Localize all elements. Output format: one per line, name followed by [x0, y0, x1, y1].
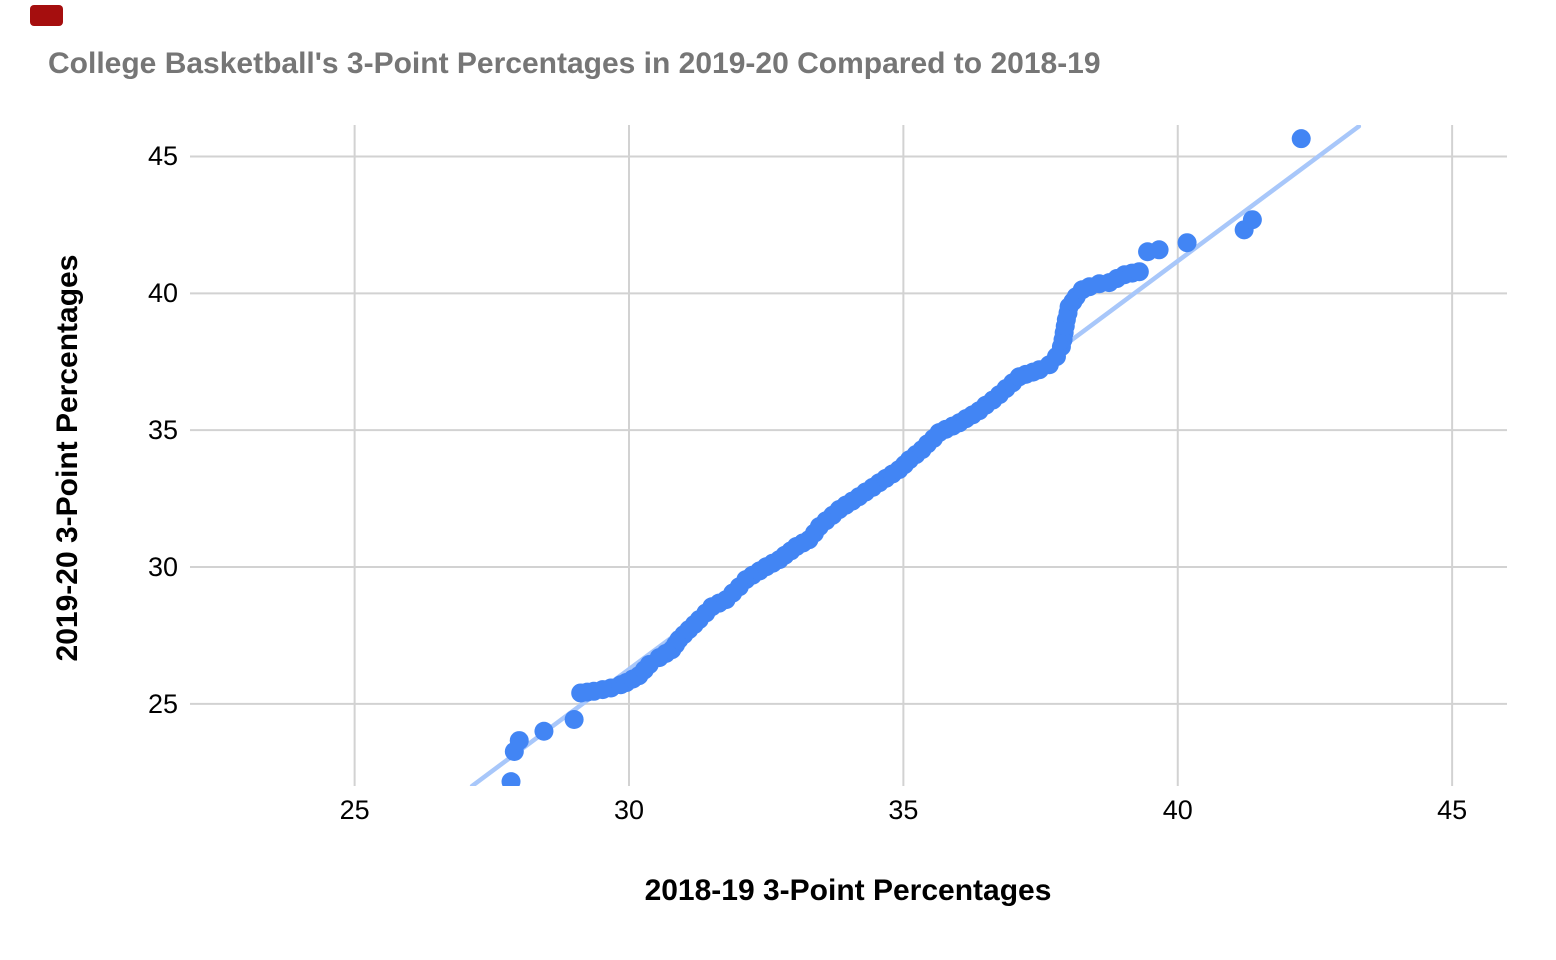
x-tick-label: 45	[1437, 795, 1468, 825]
data-point	[509, 731, 529, 751]
y-tick-label: 30	[147, 552, 178, 583]
x-tick-label: 30	[613, 795, 645, 825]
data-point	[501, 772, 521, 786]
y-tick-label: 35	[147, 415, 178, 446]
x-tick-label: 40	[1162, 795, 1193, 825]
y-tick-label: 25	[147, 688, 178, 719]
data-point	[1177, 233, 1197, 253]
scatter-plot	[190, 125, 1507, 786]
x-tick-label: 35	[888, 795, 919, 825]
data-point	[564, 709, 584, 729]
x-axis-title: 2018-19 3-Point Percentages	[644, 874, 1052, 907]
data-point	[534, 721, 554, 741]
y-tick-label: 45	[147, 141, 178, 172]
y-tick-label: 40	[147, 278, 178, 309]
red-marker	[30, 5, 63, 26]
data-point	[1242, 210, 1262, 230]
data-point	[1129, 262, 1149, 282]
data-point	[1149, 240, 1169, 260]
chart-title: College Basketball's 3-Point Percentages…	[48, 47, 1101, 80]
y-axis-title: 2019-20 3-Point Percentages	[51, 254, 84, 662]
plot-area	[190, 125, 1507, 786]
data-point	[1291, 129, 1311, 149]
x-tick-label: 25	[339, 795, 370, 825]
